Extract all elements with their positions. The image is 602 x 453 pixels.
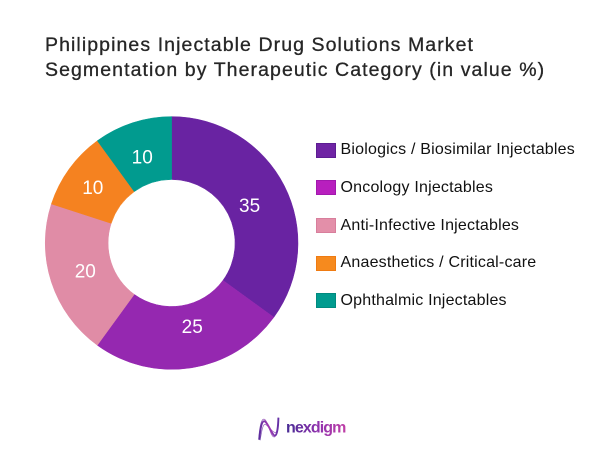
svg-text:25: 25 <box>182 317 203 338</box>
svg-text:35: 35 <box>239 196 260 217</box>
svg-text:nexdigm: nexdigm <box>286 420 346 437</box>
svg-text:10: 10 <box>82 178 103 199</box>
svg-text:20: 20 <box>75 261 96 282</box>
svg-text:10: 10 <box>132 148 153 169</box>
